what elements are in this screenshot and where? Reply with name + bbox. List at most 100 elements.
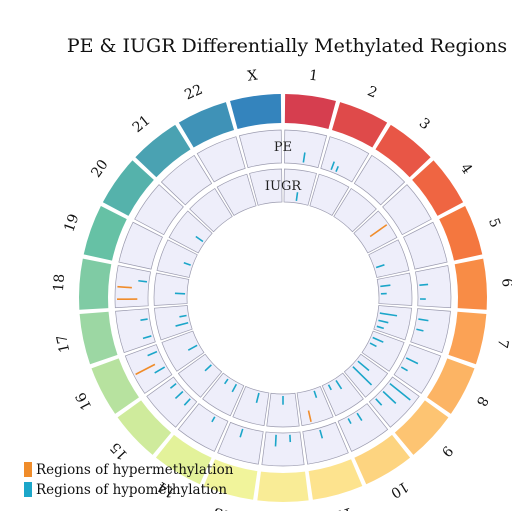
track-cell-iugr-21 (189, 188, 233, 233)
track-iugr: IUGR (153, 168, 413, 428)
region-mark-pe-13 (347, 418, 352, 424)
region-mark-iugr-26 (195, 235, 204, 243)
track-cell-iugr-10 (321, 372, 364, 417)
track-cell-iugr-18 (153, 272, 190, 306)
region-mark-iugr-0 (295, 192, 299, 202)
track-cell-pe-6 (415, 265, 452, 309)
track-cell-pe-3 (353, 154, 406, 206)
track-cell-iugr-17 (154, 305, 193, 341)
chr-label-4: 4 (457, 161, 475, 178)
chr-segment-14 (155, 434, 212, 485)
chr-label-X: X (246, 67, 258, 84)
region-mark-pe-10 (382, 390, 397, 404)
track-cell-pe-8 (393, 344, 442, 394)
track-cell-iugr-19 (156, 239, 198, 278)
region-mark-iugr-6 (378, 319, 389, 324)
chr-label-7: 7 (494, 338, 511, 350)
track-cell-iugr-X (249, 168, 283, 206)
region-mark-iugr-7 (376, 325, 384, 330)
region-mark-iugr-11 (352, 366, 373, 386)
track-cell-pe-10 (337, 403, 389, 452)
region-mark-iugr-9 (369, 342, 377, 348)
region-mark-pe-3 (419, 283, 429, 287)
chr-label-20: 20 (88, 157, 111, 181)
track-cell-iugr-22 (216, 173, 257, 216)
chr-segment-2 (331, 102, 388, 148)
chr-label-6: 6 (498, 278, 512, 288)
legend: Regions of hypermethylation Regions of h… (24, 462, 234, 498)
chr-segment-19 (83, 206, 127, 261)
region-mark-pe-0 (302, 152, 306, 163)
chr-label-10: 10 (388, 478, 412, 501)
region-mark-pe-20 (174, 390, 184, 400)
region-mark-pe-1 (330, 161, 335, 171)
chr-label-2: 2 (365, 83, 380, 101)
chr-label-11: 11 (333, 504, 354, 511)
region-mark-iugr-14 (313, 390, 318, 399)
region-mark-pe-17 (239, 428, 244, 438)
track-cell-pe-4 (382, 184, 432, 236)
chr-segment-21 (135, 124, 191, 178)
track-cell-pe-13 (217, 421, 264, 465)
region-mark-pe-24 (147, 350, 158, 357)
legend-label-hypo: Regions of hypomethylation (36, 482, 227, 498)
track-cell-iugr-1 (283, 168, 317, 206)
chr-label-17: 17 (54, 333, 73, 354)
chr-label-22: 22 (182, 82, 205, 104)
track-cell-pe-1 (284, 129, 328, 169)
region-mark-pe-5 (418, 318, 429, 322)
chr-segment-11 (308, 459, 363, 500)
track-cell-iugr-2 (309, 173, 350, 216)
region-mark-pe-23 (135, 363, 156, 376)
track-cell-pe-12 (261, 431, 305, 467)
chr-segment-8 (427, 358, 475, 414)
chr-label-1: 1 (308, 68, 319, 85)
track-cell-pe-21 (160, 154, 213, 206)
chr-label-13: 13 (212, 504, 233, 511)
track-cell-pe-11 (302, 421, 349, 465)
region-mark-iugr-12 (335, 379, 343, 390)
chr-segment-4 (412, 160, 464, 216)
chart-title: PE & IUGR Differentially Methylated Regi… (67, 35, 507, 57)
region-mark-pe-29 (138, 279, 148, 283)
chr-segment-18 (79, 258, 112, 310)
region-mark-iugr-23 (179, 314, 187, 318)
region-mark-iugr-25 (183, 262, 191, 266)
chr-segment-9 (394, 400, 449, 455)
track-cell-iugr-12 (266, 392, 300, 428)
region-mark-pe-12 (356, 412, 363, 421)
region-mark-iugr-8 (372, 336, 384, 343)
region-mark-pe-28 (117, 285, 132, 289)
region-mark-iugr-22 (175, 321, 189, 327)
chr-segment-X (230, 94, 282, 130)
track-cell-iugr-20 (168, 210, 213, 254)
region-mark-pe-11 (375, 398, 383, 406)
chr-label-19: 19 (61, 212, 82, 234)
chr-label-18: 18 (51, 273, 68, 292)
chr-segment-12 (257, 471, 309, 503)
region-mark-pe-6 (416, 328, 424, 332)
chr-segment-20 (102, 160, 154, 216)
region-mark-pe-21 (169, 383, 177, 389)
chr-segment-1 (284, 94, 336, 130)
chr-segment-22 (178, 102, 235, 148)
track-label-iugr: IUGR (265, 179, 302, 194)
region-mark-pe-7 (405, 357, 419, 365)
chr-segment-16 (91, 358, 139, 414)
region-mark-iugr-20 (204, 364, 212, 372)
track-cell-pe-16 (124, 344, 173, 394)
region-mark-iugr-5 (379, 312, 398, 317)
region-mark-iugr-13 (327, 384, 332, 391)
track-cell-pe-5 (403, 221, 448, 270)
track-cell-pe-X (238, 129, 282, 169)
chr-segment-10 (354, 434, 411, 485)
chr-label-15: 15 (107, 439, 131, 463)
chr-segment-13 (203, 459, 258, 500)
track-cell-pe-20 (134, 184, 184, 236)
track-cell-iugr-14 (202, 372, 245, 417)
track-cell-iugr-6 (376, 272, 413, 306)
track-cell-iugr-8 (361, 330, 405, 372)
legend-label-hyper: Regions of hypermethylation (36, 462, 234, 478)
region-mark-iugr-1 (369, 224, 388, 238)
